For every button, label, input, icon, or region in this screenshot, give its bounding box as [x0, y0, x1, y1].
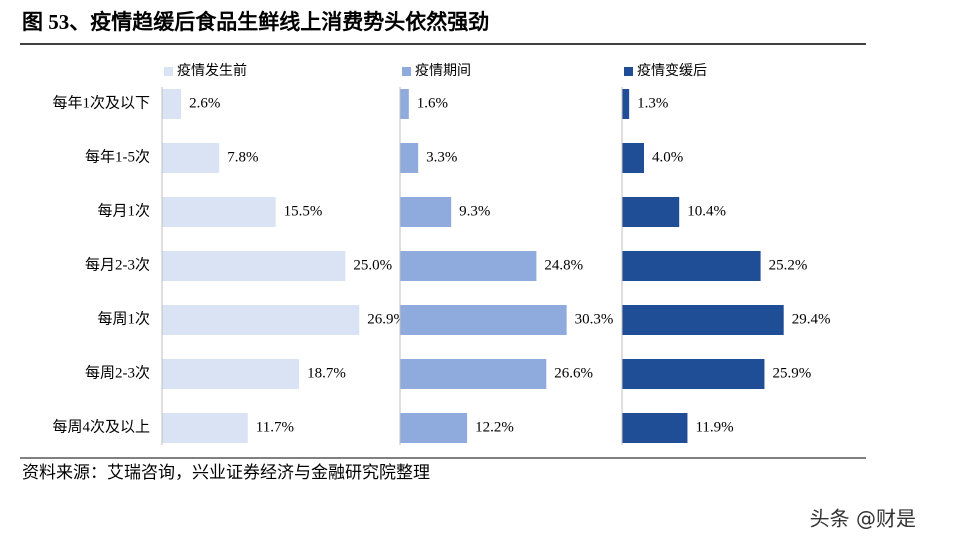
value-label: 26.9%	[367, 311, 406, 327]
bar	[622, 197, 680, 227]
value-label: 10.4%	[687, 203, 726, 219]
bar	[162, 89, 182, 119]
legend-swatch	[402, 67, 411, 76]
bar	[622, 305, 784, 335]
value-label: 29.4%	[792, 311, 831, 327]
legend-swatch	[624, 67, 633, 76]
value-label: 12.2%	[475, 419, 514, 435]
legend-label: 疫情发生前	[177, 62, 247, 79]
value-label: 25.9%	[772, 365, 811, 381]
value-label: 9.3%	[459, 203, 490, 219]
bar	[162, 305, 360, 335]
bar	[400, 413, 468, 443]
bar	[400, 143, 419, 173]
y-tick-label: 每年1-5次	[85, 148, 150, 165]
value-label: 26.6%	[554, 365, 593, 381]
bar	[400, 89, 409, 119]
bar	[400, 359, 547, 389]
value-label: 3.3%	[426, 149, 457, 165]
bar	[162, 251, 346, 281]
value-label: 7.8%	[227, 149, 258, 165]
y-tick-label: 每周2-3次	[85, 364, 150, 381]
bar	[162, 359, 300, 389]
value-label: 1.3%	[637, 95, 668, 111]
value-label: 1.6%	[417, 95, 448, 111]
bar	[622, 359, 765, 389]
value-label: 24.8%	[544, 257, 583, 273]
bar	[622, 251, 761, 281]
value-label: 4.0%	[652, 149, 683, 165]
bar	[162, 413, 248, 443]
source: 资料来源：艾瑞咨询，兴业证券经济与金融研究院整理	[22, 463, 430, 482]
y-tick-label: 每周4次及以上	[52, 418, 150, 435]
y-tick-label: 每月1次	[97, 202, 150, 219]
value-label: 11.9%	[695, 419, 733, 435]
value-label: 11.7%	[256, 419, 294, 435]
y-tick-label: 每年1次及以下	[52, 94, 150, 111]
watermark: 头条 @财是	[810, 507, 916, 531]
value-label: 18.7%	[307, 365, 346, 381]
bar	[162, 143, 220, 173]
value-label: 15.5%	[284, 203, 323, 219]
bar	[622, 413, 688, 443]
legend-label: 疫情期间	[415, 63, 471, 79]
bar	[622, 143, 644, 173]
bar	[400, 197, 452, 227]
bar	[400, 305, 567, 335]
value-label: 30.3%	[575, 311, 614, 327]
legend-swatch	[164, 67, 173, 76]
y-tick-label: 每月2-3次	[85, 256, 150, 273]
chart-title: 图 53、疫情趋缓后食品生鲜线上消费势头依然强劲	[22, 10, 489, 34]
bar	[162, 197, 276, 227]
value-label: 2.6%	[189, 95, 220, 111]
y-tick-label: 每周1次	[97, 310, 150, 327]
value-label: 25.0%	[353, 257, 392, 273]
bar	[400, 251, 537, 281]
legend-label: 疫情变缓后	[637, 63, 707, 79]
bar	[622, 89, 630, 119]
value-label: 25.2%	[769, 257, 808, 273]
